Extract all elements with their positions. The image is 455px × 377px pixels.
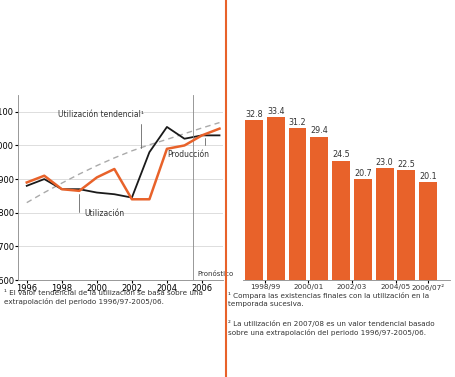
Text: 24.5: 24.5 — [332, 150, 350, 159]
Text: 29.4: 29.4 — [310, 126, 328, 135]
Text: 33.4: 33.4 — [267, 107, 284, 116]
Text: Relación entre las: Relación entre las — [287, 10, 388, 20]
Text: 32.8: 32.8 — [245, 110, 263, 119]
Text: utilización mundial de cereales: utilización mundial de cereales — [9, 33, 178, 43]
Bar — [288, 128, 306, 280]
Text: 23.0: 23.0 — [376, 158, 394, 167]
Bar — [310, 137, 328, 280]
Bar — [398, 170, 415, 280]
Bar — [332, 161, 350, 280]
Text: existencias y la utilización de los: existencias y la utilización de los — [237, 33, 415, 44]
Bar — [376, 168, 394, 280]
Text: Pronóstico: Pronóstico — [198, 271, 234, 277]
Text: Producción: Producción — [167, 138, 209, 159]
Text: Utilización: Utilización — [79, 194, 125, 218]
Text: 31.2: 31.2 — [288, 118, 306, 127]
Text: ¹ Compara las existencias finales con la utilización en la
temporada sucesiva.: ¹ Compara las existencias finales con la… — [228, 292, 429, 307]
Bar — [245, 120, 263, 280]
Text: 22.5: 22.5 — [398, 160, 415, 169]
Bar — [419, 182, 437, 280]
Text: ¹ El valor tendencial de la utilización se basa sobre una
extrapolación del peri: ¹ El valor tendencial de la utilización … — [4, 290, 203, 305]
Text: ² La utilización en 2007/08 es un valor tendencial basado
sobre una extrapolació: ² La utilización en 2007/08 es un valor … — [228, 320, 435, 336]
Text: 20.7: 20.7 — [354, 169, 372, 178]
Text: (arroz elaborado): (arroz elaborado) — [9, 57, 103, 66]
Text: cereales a nivel mundial (%)¹: cereales a nivel mundial (%)¹ — [237, 57, 396, 66]
Text: Producción y: Producción y — [59, 10, 132, 20]
Bar — [354, 179, 372, 280]
Text: Figura 2.: Figura 2. — [237, 10, 292, 20]
Bar — [267, 117, 285, 280]
Text: Utilización tendencial¹: Utilización tendencial¹ — [58, 110, 144, 148]
Text: Figura 1.: Figura 1. — [9, 10, 64, 20]
Text: 20.1: 20.1 — [420, 172, 437, 181]
